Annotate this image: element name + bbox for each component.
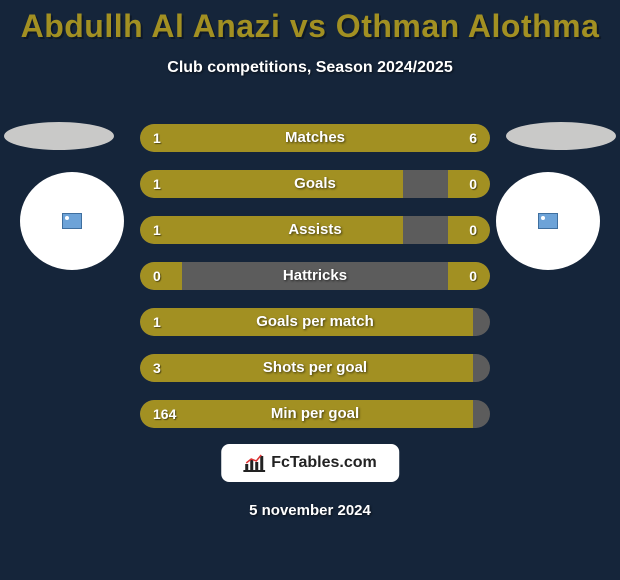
player-left-avatar-circle [20, 172, 124, 270]
logo-text: FcTables.com [271, 454, 377, 472]
bar-label: Min per goal [140, 400, 490, 428]
comparison-row: Shots per goal3 [140, 354, 490, 382]
bar-value-left: 0 [153, 262, 161, 290]
image-placeholder-icon [538, 213, 558, 229]
comparison-row: Goals per match1 [140, 308, 490, 336]
comparison-bars: Matches16Goals10Assists10Hattricks00Goal… [140, 124, 490, 446]
chart-icon [243, 454, 265, 472]
image-placeholder-icon [62, 213, 82, 229]
bar-value-left: 164 [153, 400, 176, 428]
bar-value-right: 0 [469, 216, 477, 244]
bar-label: Goals per match [140, 308, 490, 336]
bar-value-left: 1 [153, 124, 161, 152]
site-logo-box: FcTables.com [221, 444, 399, 482]
comparison-row: Min per goal164 [140, 400, 490, 428]
comparison-row: Matches1 6 [140, 124, 490, 152]
comparison-row: Assists1 0 [140, 216, 490, 244]
comparison-row: Goals1 0 [140, 170, 490, 198]
page-subtitle: Club competitions, Season 2024/2025 [0, 59, 620, 77]
bar-label: Hattricks [140, 262, 490, 290]
comparison-infographic: Abdullh Al Anazi vs Othman Alothma Club … [0, 0, 620, 580]
player-right-avatar-circle [496, 172, 600, 270]
comparison-row: Hattricks0 0 [140, 262, 490, 290]
bar-label: Goals [140, 170, 490, 198]
bar-value-left: 3 [153, 354, 161, 382]
date-label: 5 november 2024 [0, 502, 620, 519]
bar-value-right: 0 [469, 262, 477, 290]
bar-label: Assists [140, 216, 490, 244]
page-title: Abdullh Al Anazi vs Othman Alothma [0, 0, 620, 45]
player-right-shadow-ellipse [506, 122, 616, 150]
bar-value-right: 6 [469, 124, 477, 152]
bar-value-left: 1 [153, 216, 161, 244]
bar-value-left: 1 [153, 170, 161, 198]
bar-value-left: 1 [153, 308, 161, 336]
player-left-shadow-ellipse [4, 122, 114, 150]
bar-label: Shots per goal [140, 354, 490, 382]
bar-value-right: 0 [469, 170, 477, 198]
bar-label: Matches [140, 124, 490, 152]
